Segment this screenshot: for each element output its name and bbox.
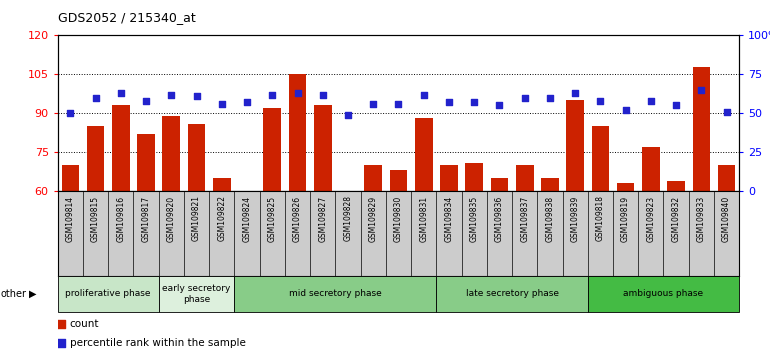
Point (253, 88, 265, 94)
Point (216, 101, 228, 107)
Text: GSM109837: GSM109837 (521, 195, 529, 242)
Point (115, 90, 127, 96)
Point (392, 101, 404, 107)
Text: GSM109820: GSM109820 (167, 195, 176, 241)
Text: GSM109832: GSM109832 (671, 195, 681, 241)
Bar (617, 183, 634, 191)
Point (468, 99, 480, 105)
Bar (440, 165, 458, 191)
Text: GSM109825: GSM109825 (268, 195, 276, 241)
Bar (314, 105, 332, 191)
Text: early secretory
phase: early secretory phase (162, 284, 231, 303)
Point (670, 103, 682, 108)
Bar (415, 119, 433, 191)
Text: GSM109828: GSM109828 (343, 195, 353, 241)
Text: GSM109814: GSM109814 (66, 195, 75, 241)
Point (619, 107, 631, 113)
Bar (437, 276, 588, 312)
Bar (137, 134, 155, 191)
Bar (642, 147, 660, 191)
Point (594, 98, 607, 104)
Text: ▶: ▶ (28, 289, 36, 299)
Text: GSM109818: GSM109818 (596, 195, 605, 241)
Text: GSM109826: GSM109826 (293, 195, 302, 241)
Text: GSM109824: GSM109824 (243, 195, 252, 241)
Bar (62, 165, 79, 191)
Text: ambiguous phase: ambiguous phase (624, 289, 704, 298)
Bar (591, 126, 609, 191)
Bar (234, 276, 437, 312)
Point (64, 110, 76, 116)
Text: percentile rank within the sample: percentile rank within the sample (69, 338, 246, 348)
Text: GSM109823: GSM109823 (646, 195, 655, 241)
Text: GSM109833: GSM109833 (697, 195, 706, 242)
Text: GSM109816: GSM109816 (116, 195, 126, 241)
Point (569, 90, 581, 96)
Bar (541, 178, 559, 191)
Bar (692, 67, 710, 191)
Bar (465, 162, 483, 191)
Point (190, 93, 203, 99)
Bar (668, 181, 685, 191)
Point (695, 87, 708, 93)
Text: count: count (69, 319, 99, 329)
Point (721, 109, 733, 115)
Bar (566, 100, 584, 191)
Point (367, 101, 380, 107)
Text: GSM109821: GSM109821 (192, 195, 201, 241)
Text: GSM109822: GSM109822 (217, 195, 226, 241)
Bar (263, 108, 281, 191)
Text: GSM109829: GSM109829 (369, 195, 378, 241)
Point (544, 95, 556, 101)
Point (241, 99, 253, 105)
Bar (364, 165, 382, 191)
Bar (390, 170, 407, 191)
Text: GSM109827: GSM109827 (318, 195, 327, 241)
Bar (188, 124, 206, 191)
Text: GSM109840: GSM109840 (722, 195, 731, 242)
Bar (588, 276, 739, 312)
Point (140, 98, 152, 104)
Bar (213, 178, 231, 191)
Point (165, 92, 177, 97)
Bar (87, 126, 105, 191)
Text: GSM109817: GSM109817 (142, 195, 151, 241)
Text: GSM109839: GSM109839 (571, 195, 580, 242)
Bar (162, 116, 180, 191)
Text: GSM109834: GSM109834 (444, 195, 454, 242)
Bar (516, 165, 534, 191)
Bar (490, 178, 508, 191)
Point (253, 259, 265, 265)
Text: other: other (1, 289, 27, 299)
Bar (289, 74, 306, 191)
Bar (718, 165, 735, 191)
Text: mid secretory phase: mid secretory phase (289, 289, 382, 298)
Text: late secretory phase: late secretory phase (466, 289, 558, 298)
Text: GSM109831: GSM109831 (419, 195, 428, 241)
Text: GSM109830: GSM109830 (394, 195, 403, 242)
Bar (58, 276, 159, 312)
Point (518, 95, 531, 101)
Text: proliferative phase: proliferative phase (65, 289, 151, 298)
Point (266, 92, 279, 97)
Text: GDS2052 / 215340_at: GDS2052 / 215340_at (58, 11, 196, 24)
Point (644, 98, 657, 104)
Text: GSM109815: GSM109815 (91, 195, 100, 241)
Bar (159, 276, 234, 312)
Point (291, 90, 303, 96)
Text: GSM109819: GSM109819 (621, 195, 630, 241)
Text: GSM109836: GSM109836 (495, 195, 504, 242)
Point (494, 103, 506, 108)
Point (443, 99, 455, 105)
Bar (112, 105, 129, 191)
Point (316, 92, 329, 97)
Point (89, 95, 102, 101)
Text: GSM109838: GSM109838 (545, 195, 554, 241)
Text: GSM109835: GSM109835 (470, 195, 479, 242)
Point (417, 92, 430, 97)
Point (342, 112, 354, 118)
